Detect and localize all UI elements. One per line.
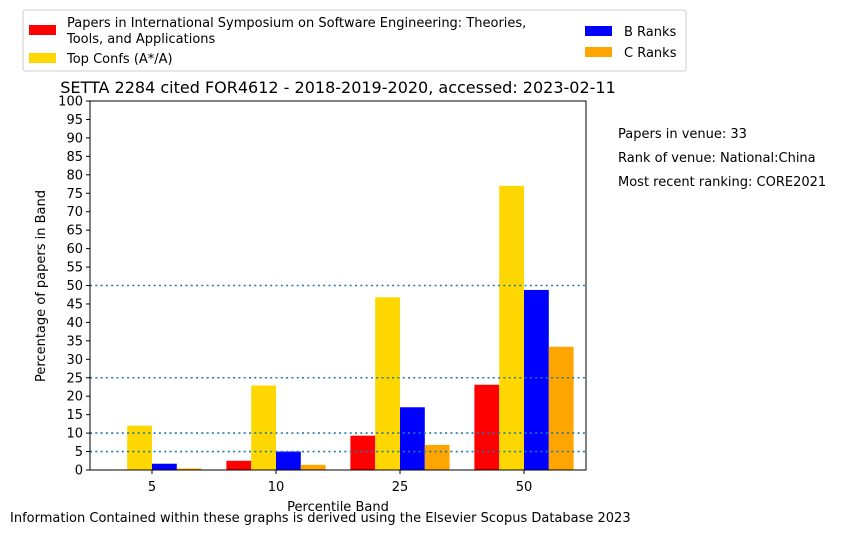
- y-tick-label: 60: [66, 242, 83, 257]
- legend-swatch-venue: [29, 25, 56, 35]
- x-tick-label: 5: [148, 480, 156, 495]
- x-tick-label: 50: [516, 480, 533, 495]
- legend-label-venue-line2: Tools, and Applications: [66, 32, 216, 47]
- y-tick-label: 70: [66, 205, 83, 220]
- source-footer: Information Contained within these graph…: [10, 511, 631, 526]
- legend-swatch-top: [29, 53, 56, 63]
- legend-label-c: C Ranks: [624, 46, 677, 61]
- legend-swatch-b: [585, 26, 612, 36]
- bar: [499, 185, 524, 470]
- bar: [300, 464, 326, 470]
- y-tick-label: 30: [66, 353, 83, 368]
- y-tick-label: 0: [75, 464, 83, 479]
- bar: [524, 289, 549, 470]
- papers-in-venue-note: Papers in venue: 33: [618, 127, 747, 142]
- x-axis: 5 10 25 50: [148, 470, 532, 495]
- x-axis-label: Percentile Band: [287, 500, 389, 515]
- y-tick-label: 50: [66, 279, 83, 294]
- y-tick-label: 15: [66, 408, 83, 423]
- bar: [474, 384, 500, 470]
- y-tick-label: 5: [75, 445, 83, 460]
- y-tick-label: 20: [66, 390, 83, 405]
- x-tick-label: 10: [268, 480, 285, 495]
- y-tick-label: 85: [66, 150, 83, 165]
- y-tick-label: 40: [66, 316, 83, 331]
- y-tick-label: 80: [66, 168, 83, 183]
- bar: [400, 407, 425, 470]
- bar: [251, 385, 276, 470]
- bars: [127, 185, 574, 470]
- y-tick-label: 55: [66, 261, 83, 276]
- chart-title: SETTA 2284 cited FOR4612 - 2018-2019-202…: [60, 78, 616, 97]
- bar: [226, 460, 252, 470]
- venue-rank-note: Rank of venue: National:China: [618, 151, 816, 166]
- y-axis: 0 5 10 15 20 25 30 35 40 45 50 55 60 65 70 75 80 85 90 95 10…: [58, 95, 90, 479]
- y-tick-label: 95: [66, 113, 83, 128]
- bar: [375, 297, 400, 470]
- recent-ranking-note: Most recent ranking: CORE2021: [618, 175, 827, 190]
- y-tick-label: 45: [66, 297, 83, 312]
- bar: [276, 451, 301, 470]
- y-tick-label: 35: [66, 334, 83, 349]
- y-tick-label: 10: [66, 427, 83, 442]
- bar: [548, 346, 574, 470]
- legend-swatch-c: [585, 47, 612, 57]
- y-tick-label: 65: [66, 224, 83, 239]
- y-tick-label: 75: [66, 187, 83, 202]
- y-tick-label: 25: [66, 371, 83, 386]
- y-tick-label: 90: [66, 131, 83, 146]
- bar: [152, 463, 177, 470]
- legend-label-b: B Ranks: [624, 25, 677, 40]
- bar: [424, 444, 450, 470]
- y-tick-label: 100: [58, 95, 83, 110]
- legend: Papers in International Symposium on Sof…: [22, 9, 687, 72]
- legend-label-venue-line1: Papers in International Symposium on Sof…: [67, 16, 526, 31]
- y-axis-label: Percentage of papers in Band: [34, 190, 49, 382]
- legend-label-top: Top Confs (A*/A): [66, 52, 173, 67]
- x-tick-label: 25: [392, 480, 409, 495]
- bar: [176, 468, 202, 470]
- bar: [350, 435, 376, 470]
- legend-frame: [22, 9, 687, 72]
